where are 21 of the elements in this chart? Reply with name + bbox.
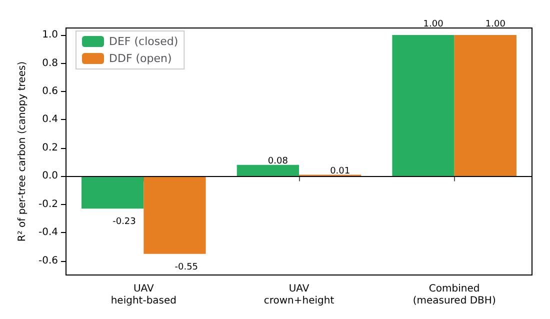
- data-label: -0.55: [174, 262, 198, 272]
- data-label: 1.00: [423, 20, 444, 30]
- y-tick-label: -0.2: [38, 198, 58, 210]
- y-tick-label: 1.0: [42, 30, 58, 41]
- legend-label: DEF (closed): [109, 35, 178, 48]
- data-label: 0.08: [268, 156, 288, 166]
- data-label: -0.23: [112, 217, 136, 228]
- y-tick-label: 0.8: [42, 58, 58, 69]
- y-tick-label: 0.2: [42, 142, 58, 154]
- x-tick-label: UAV crown+height: [264, 284, 334, 306]
- x-tick-label: Combined (measured DBH): [412, 284, 496, 306]
- y-axis-title: R² of per-tree carbon (canopy trees): [17, 61, 28, 242]
- y-tick-label: -0.6: [38, 255, 58, 266]
- data-label: 1.00: [485, 20, 506, 30]
- y-tick-label: -0.4: [38, 227, 58, 238]
- y-tick-label: 0.4: [42, 114, 58, 126]
- y-tick-label: 0.0: [42, 170, 58, 182]
- x-tick-label: UAV height-based: [110, 284, 177, 306]
- data-label: 0.01: [330, 166, 350, 176]
- legend-label: DDF (open): [109, 52, 172, 65]
- y-tick-label: 0.6: [42, 86, 58, 98]
